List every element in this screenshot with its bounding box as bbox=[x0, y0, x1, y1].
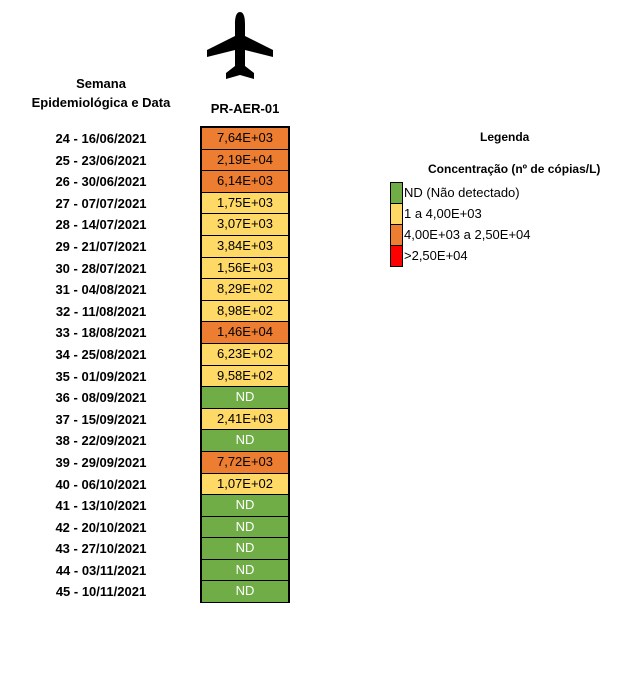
week-date-label: 39 - 29/09/2021 bbox=[55, 454, 147, 470]
concentration-cell: 8,98E+02 bbox=[202, 300, 288, 323]
week-date-label: 37 - 15/09/2021 bbox=[55, 411, 147, 427]
concentration-cell: 2,41E+03 bbox=[202, 408, 288, 431]
concentration-column: 7,64E+03 2,19E+04 6,14E+03 1,75E+03 3,07E+03… bbox=[200, 126, 290, 604]
concentration-cell: 9,58E+02 bbox=[202, 365, 288, 388]
concentration-cell: ND bbox=[202, 430, 288, 452]
week-date-label: 27 - 07/07/2021 bbox=[55, 195, 147, 211]
concentration-cell: 1,46E+04 bbox=[202, 322, 288, 344]
week-date-label: 26 - 30/06/2021 bbox=[55, 174, 147, 190]
legend-swatch bbox=[390, 203, 403, 225]
week-date-label: 44 - 03/11/2021 bbox=[55, 562, 147, 578]
header-line-2: Epidemiológica e Data bbox=[31, 95, 171, 110]
concentration-cell: 3,07E+03 bbox=[202, 214, 288, 236]
week-date-label: 24 - 16/06/2021 bbox=[55, 131, 147, 146]
week-date-label: 34 - 25/08/2021 bbox=[55, 346, 147, 362]
concentration-cell: 1,56E+03 bbox=[202, 257, 288, 280]
concentration-cell: 6,23E+02 bbox=[202, 343, 288, 366]
concentration-cell: 6,14E+03 bbox=[202, 171, 288, 193]
week-date-label: 29 - 21/07/2021 bbox=[55, 238, 147, 254]
week-date-label: 25 - 23/06/2021 bbox=[55, 152, 147, 168]
week-date-label: 35 - 01/09/2021 bbox=[55, 368, 147, 384]
legend-label: ND (Não detectado) bbox=[404, 185, 520, 200]
week-date-label: 30 - 28/07/2021 bbox=[55, 260, 147, 276]
legend-label: 1 a 4,00E+03 bbox=[404, 206, 482, 221]
concentration-cell: 3,84E+03 bbox=[202, 235, 288, 258]
concentration-cell: ND bbox=[202, 495, 288, 517]
week-date-label: 41 - 13/10/2021 bbox=[55, 498, 147, 514]
concentration-cell: ND bbox=[202, 559, 288, 582]
week-date-label: 38 - 22/09/2021 bbox=[55, 433, 147, 449]
week-date-label: 43 - 27/10/2021 bbox=[55, 541, 147, 557]
concentration-cell: 1,75E+03 bbox=[202, 192, 288, 215]
week-date-label: 45 - 10/11/2021 bbox=[55, 584, 147, 600]
legend-label: >2,50E+04 bbox=[404, 248, 468, 263]
legend-subtitle: Concentração (nº de cópias/L) bbox=[428, 162, 601, 176]
concentration-cell: ND bbox=[202, 581, 288, 604]
week-date-label: 32 - 11/08/2021 bbox=[55, 303, 147, 319]
legend-label: 4,00E+03 a 2,50E+04 bbox=[404, 227, 531, 242]
concentration-cell: 7,64E+03 bbox=[202, 128, 288, 150]
legend-swatch bbox=[390, 182, 403, 204]
concentration-cell: ND bbox=[202, 516, 288, 539]
week-date-label: 28 - 14/07/2021 bbox=[55, 217, 147, 233]
legend-swatch bbox=[390, 224, 403, 246]
week-date-label: 42 - 20/10/2021 bbox=[55, 519, 147, 535]
legend-swatch bbox=[390, 245, 403, 267]
header-line-1: Semana bbox=[76, 76, 126, 91]
concentration-cell: 7,72E+03 bbox=[202, 451, 288, 474]
airplane-icon bbox=[207, 12, 273, 79]
date-list: 24 - 16/06/2021 25 - 23/06/2021 26 - 30/06… bbox=[6, 128, 196, 603]
concentration-cell: ND bbox=[202, 387, 288, 409]
concentration-cell: 8,29E+02 bbox=[202, 279, 288, 301]
week-date-header: Semana Epidemiológica e Data bbox=[6, 74, 196, 112]
concentration-cell: ND bbox=[202, 538, 288, 560]
week-date-label: 40 - 06/10/2021 bbox=[55, 476, 147, 492]
week-date-label: 33 - 18/08/2021 bbox=[55, 325, 147, 341]
column-header: PR-AER-01 bbox=[210, 101, 280, 116]
week-date-label: 31 - 04/08/2021 bbox=[55, 282, 147, 298]
concentration-cell: 2,19E+04 bbox=[202, 149, 288, 172]
week-date-label: 36 - 08/09/2021 bbox=[55, 390, 147, 406]
legend-title: Legenda bbox=[480, 130, 530, 144]
concentration-cell: 1,07E+02 bbox=[202, 473, 288, 496]
